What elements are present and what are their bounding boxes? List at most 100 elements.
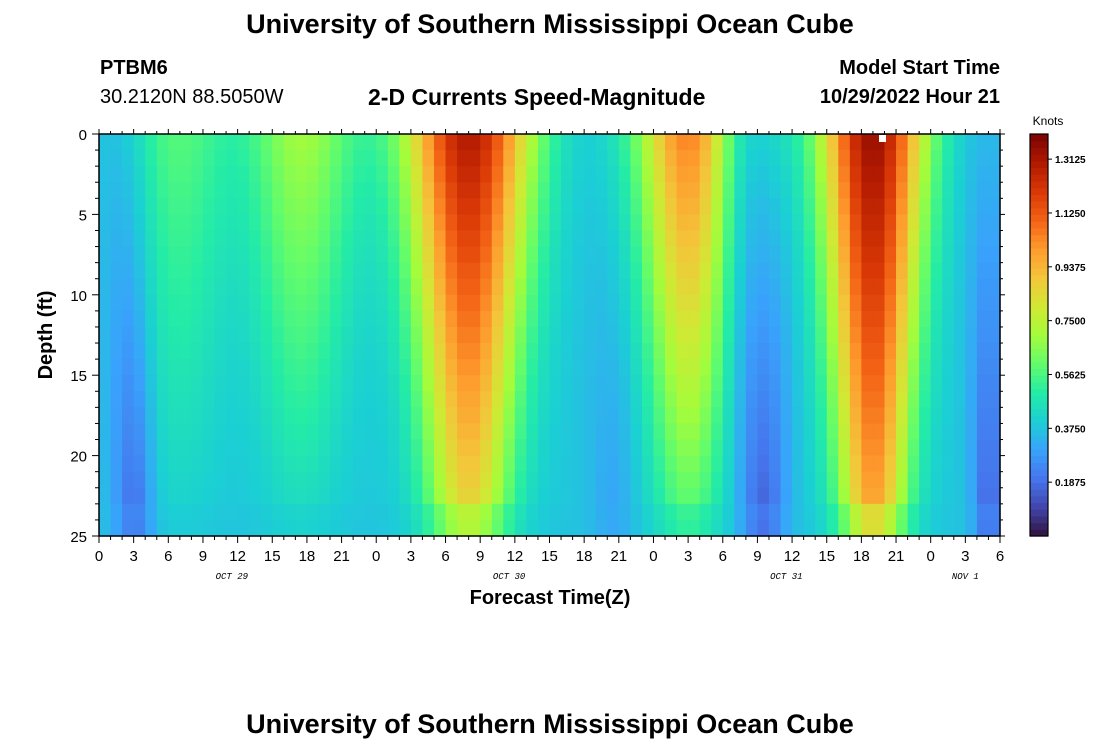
heatmap-cell (722, 471, 735, 489)
heatmap-cell (260, 471, 273, 489)
heatmap-cell (688, 423, 701, 441)
heatmap-cell (607, 262, 620, 280)
heatmap-cell (468, 519, 481, 537)
heatmap-cell (318, 375, 331, 392)
heatmap-cell (133, 455, 146, 473)
heatmap-cell (364, 246, 377, 264)
heatmap-cell (433, 326, 447, 344)
heatmap-cell (815, 166, 828, 183)
heatmap-cell (526, 375, 539, 392)
colorbar-swatch (1030, 160, 1048, 169)
heatmap-cell (561, 230, 574, 248)
x-tick-label: 3 (407, 548, 415, 565)
heatmap-cell (99, 407, 112, 425)
heatmap-cell (826, 230, 839, 248)
heatmap-cell (699, 375, 712, 392)
heatmap-cell (549, 439, 562, 457)
heatmap-cell (480, 439, 493, 457)
heatmap-cell (202, 166, 216, 183)
heatmap-cell (503, 198, 516, 215)
heatmap-cell (745, 182, 759, 199)
heatmap-cell (110, 343, 123, 360)
colorbar-tick-label: 1.1250 (1055, 209, 1086, 220)
heatmap-cell (561, 166, 574, 183)
heatmap-cell (919, 343, 932, 360)
heatmap-cell (699, 423, 712, 441)
colorbar-swatch (1030, 469, 1048, 477)
heatmap-cell (584, 487, 597, 505)
heatmap-cell (480, 391, 493, 408)
heatmap-cell (988, 471, 1001, 489)
heatmap-cell (260, 487, 273, 505)
heatmap-cell (364, 407, 377, 425)
heatmap-cell (387, 455, 400, 473)
heatmap-cell (699, 150, 712, 167)
heatmap-cell (122, 278, 135, 296)
heatmap-cell (988, 343, 1001, 360)
heatmap-cell (514, 503, 527, 521)
heatmap-cell (387, 503, 400, 521)
heatmap-cell (202, 375, 216, 392)
heatmap-cell (202, 391, 216, 408)
heatmap-cell (711, 262, 724, 280)
heatmap-cell (260, 439, 273, 457)
heatmap-cell (792, 519, 805, 537)
heatmap-cell (156, 343, 169, 360)
heatmap-cell (514, 166, 527, 183)
heatmap-cell (445, 214, 458, 232)
heatmap-cell (503, 294, 516, 312)
heatmap-cell (272, 294, 285, 312)
heatmap-cell (561, 214, 574, 232)
heatmap-cell (156, 134, 169, 151)
heatmap-cell (330, 375, 343, 392)
heatmap-cell (387, 294, 400, 312)
heatmap-cell (341, 343, 354, 360)
heatmap-cell (410, 278, 424, 296)
heatmap-cell (306, 134, 320, 151)
heatmap-cell (226, 471, 239, 489)
heatmap-cell (653, 230, 666, 248)
heatmap-cell (953, 246, 966, 264)
heatmap-cell (976, 375, 990, 392)
heatmap-cell (872, 359, 886, 376)
heatmap-cell (826, 439, 839, 457)
heatmap-cell (699, 294, 712, 312)
heatmap-cell (976, 262, 990, 280)
heatmap-cell (988, 519, 1001, 537)
heatmap-cell (549, 343, 562, 360)
heatmap-cell (295, 326, 308, 344)
heatmap-cell (953, 166, 966, 183)
colorbar-swatch (1030, 428, 1048, 437)
heatmap-cell (168, 150, 181, 167)
heatmap-cell (156, 182, 169, 199)
heatmap-cell (768, 407, 782, 425)
heatmap-cell (861, 294, 874, 312)
heatmap-cell (364, 182, 377, 199)
heatmap-cell (930, 246, 943, 264)
heatmap-cell (156, 359, 169, 376)
heatmap-cell (722, 134, 735, 151)
x-axis: 0 3 6 9 12 15 18 21 0 3 6 9 12 15 18 21 0 3 6 9 12 15 18 21 0 3 6O… (95, 129, 1004, 582)
heatmap-cell (445, 326, 458, 344)
heatmap-cell (872, 246, 886, 264)
heatmap-cell (410, 134, 424, 151)
x-tick-label: 0 (927, 548, 935, 565)
heatmap-cell (849, 134, 862, 151)
heatmap-cell (988, 487, 1001, 505)
heatmap-cell (330, 471, 343, 489)
heatmap-cell (757, 455, 770, 473)
heatmap-cell (179, 262, 193, 280)
heatmap-cell (457, 214, 470, 232)
heatmap-cell (745, 423, 759, 441)
heatmap-cell (249, 294, 262, 312)
heatmap-cell (249, 519, 262, 537)
heatmap-cell (110, 471, 123, 489)
heatmap-cell (745, 310, 759, 328)
heatmap-cell (665, 214, 678, 232)
heatmap-cell (341, 519, 354, 537)
heatmap-cell (353, 166, 366, 183)
heatmap-cell (410, 471, 424, 489)
heatmap-cell (653, 359, 666, 376)
heatmap-cell (526, 310, 539, 328)
heatmap-cell (826, 519, 839, 537)
